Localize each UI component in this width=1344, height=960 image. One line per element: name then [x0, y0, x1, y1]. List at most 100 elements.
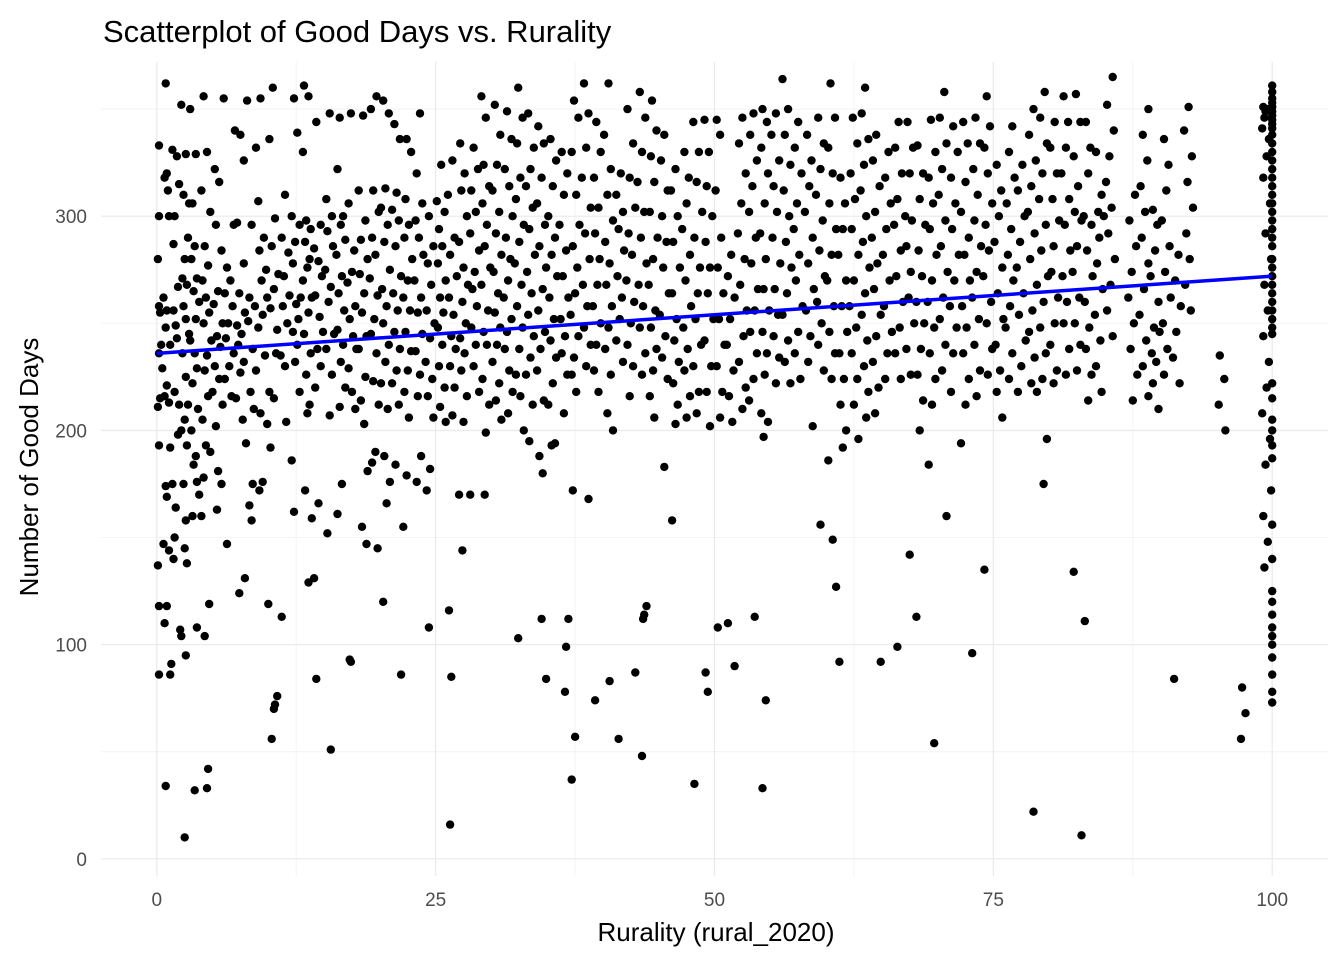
data-point [1268, 173, 1277, 182]
data-point [224, 319, 233, 328]
data-point [372, 349, 381, 358]
data-point [1030, 353, 1039, 362]
data-point [411, 347, 420, 356]
data-point [685, 250, 695, 259]
data-point [618, 357, 628, 367]
data-point [248, 479, 257, 489]
data-point [154, 601, 164, 611]
data-point [316, 362, 325, 371]
data-point [177, 100, 186, 110]
data-point [758, 784, 767, 793]
data-point [584, 109, 593, 118]
data-point [595, 254, 604, 264]
data-point [763, 417, 773, 427]
data-point [282, 417, 291, 427]
data-point [728, 417, 737, 427]
data-point [605, 676, 614, 686]
data-point [373, 544, 382, 553]
data-point [794, 327, 803, 337]
data-point [187, 254, 196, 264]
data-point [508, 212, 517, 221]
data-point [670, 336, 679, 345]
data-point [1014, 310, 1024, 319]
data-point [1082, 246, 1092, 255]
data-point [722, 340, 731, 349]
data-point [186, 336, 195, 345]
data-point [593, 280, 602, 289]
data-point [1050, 117, 1059, 127]
data-point [178, 274, 187, 283]
data-point [574, 113, 583, 122]
data-point [584, 494, 593, 504]
data-point [401, 327, 410, 337]
data-point [477, 92, 486, 101]
data-point [634, 280, 643, 289]
data-point [360, 289, 369, 298]
data-point [182, 441, 192, 450]
data-point [305, 254, 314, 264]
data-point [499, 293, 508, 302]
data-point [852, 323, 861, 332]
data-point [679, 323, 688, 332]
data-point [355, 269, 364, 279]
data-point [628, 139, 638, 148]
data-point [410, 276, 419, 285]
data-point [891, 143, 900, 152]
data-point [1102, 100, 1112, 110]
data-point [404, 220, 414, 229]
data-point [264, 599, 273, 609]
data-point [1039, 479, 1048, 489]
data-point [931, 374, 940, 384]
data-point [825, 327, 834, 337]
data-point [212, 332, 222, 341]
data-point [1101, 177, 1111, 187]
data-point [381, 184, 390, 193]
data-point [166, 670, 175, 679]
data-point [255, 246, 264, 255]
data-point [574, 332, 583, 341]
data-point [729, 366, 738, 375]
data-point [1092, 259, 1102, 268]
data-point [1004, 147, 1014, 157]
data-point [480, 490, 489, 499]
data-point [238, 415, 247, 424]
data-point [906, 267, 915, 277]
data-point [540, 220, 550, 229]
data-point [346, 109, 356, 118]
data-point [162, 306, 171, 315]
data-point [713, 623, 722, 632]
data-point [400, 233, 409, 242]
data-point [203, 261, 213, 270]
data-point [1097, 387, 1106, 397]
data-point [1268, 379, 1277, 388]
data-point [1129, 319, 1139, 328]
data-point [376, 379, 386, 388]
data-point [458, 546, 467, 555]
data-point [529, 143, 538, 152]
data-point [686, 302, 696, 311]
data-point [538, 469, 547, 478]
data-point [153, 254, 163, 264]
data-point [838, 224, 847, 234]
data-point [539, 139, 548, 148]
data-point [1268, 199, 1277, 208]
data-point [657, 212, 667, 221]
data-point [680, 366, 689, 375]
data-point [278, 302, 287, 311]
data-point [338, 212, 348, 221]
data-point [547, 250, 556, 259]
data-point [280, 362, 290, 371]
data-point [733, 229, 743, 238]
data-point [470, 267, 479, 277]
data-point [477, 280, 486, 289]
data-point [260, 351, 270, 360]
data-point [1259, 332, 1268, 341]
data-point [438, 340, 447, 349]
data-point [166, 443, 175, 452]
data-point [199, 473, 208, 482]
data-point [526, 353, 535, 362]
data-point [545, 293, 554, 302]
data-point [815, 246, 824, 255]
data-point [1144, 392, 1153, 401]
data-point [1220, 374, 1229, 384]
